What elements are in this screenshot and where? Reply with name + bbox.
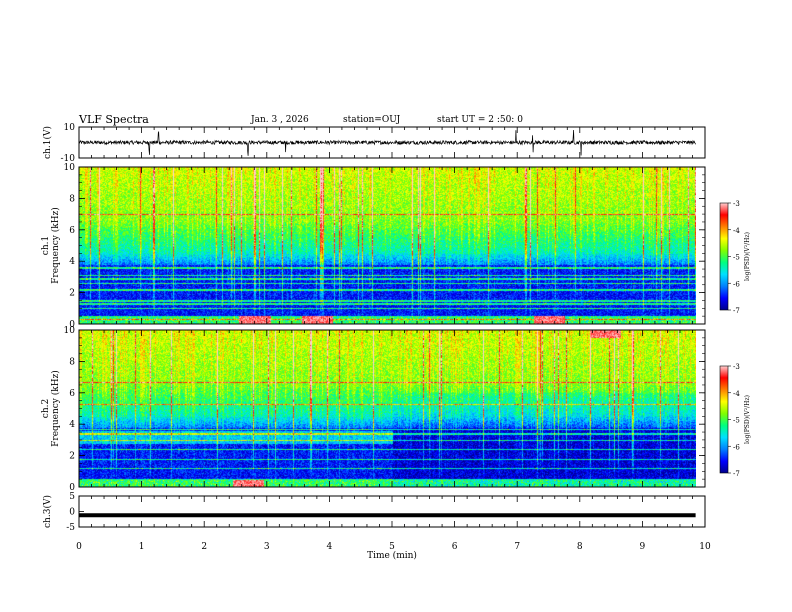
ch1-spectrogram-cbar-label: log(PSD)(V²/Hz) (744, 232, 751, 281)
ch1-spectrogram-cbar-tick-label: -5 (733, 254, 740, 262)
spectrogram-images (79, 167, 696, 487)
x-tick-label: 5 (389, 542, 395, 552)
ch1-waveform-ytick-label: -10 (61, 154, 76, 164)
ch2-spectrogram-cbar-tick-label: -4 (733, 390, 740, 398)
ch2-spectrogram-ytick-label: 8 (69, 357, 75, 367)
ch2-spectrogram-cbar-tick-label: -3 (733, 363, 740, 371)
x-tick-label: 4 (327, 542, 333, 552)
ch1-spectrogram-ylabel: ch.1 Frequency (kHz) (41, 207, 61, 284)
ch1-spectrogram-colorbar (719, 202, 729, 311)
ch1-spectrogram-cbar-tick-label: -6 (733, 280, 740, 288)
x-axis-label: Time (min) (367, 550, 417, 561)
x-tick-label: 3 (264, 542, 270, 552)
x-tick-label: 1 (139, 542, 145, 552)
ch3-waveform-ytick-label: 5 (69, 492, 75, 502)
ch1-spectrogram-ytick-label: 10 (64, 163, 76, 173)
waveform-traces (78, 129, 696, 518)
ch1-spectrogram-ytick-label: 6 (69, 226, 75, 236)
ch2-spectrogram-ytick-label: 2 (69, 452, 75, 462)
start-time-label: start UT = 2 :50: 0 (437, 115, 523, 125)
ch1-waveform-ytick-label: 10 (64, 123, 76, 133)
ch1-spectrogram-ytick-label: 2 (69, 289, 75, 299)
ch2-spectrogram-ytick-label: 6 (69, 389, 75, 399)
ch3-waveform-ytick-label: 0 (69, 508, 75, 518)
x-tick-label: 0 (76, 542, 82, 552)
figure-title: VLF Spectra (79, 113, 149, 126)
ch2-spectrogram-cbar-tick-label: -5 (733, 417, 740, 425)
ch3-waveform-ytick-label: -5 (66, 523, 75, 533)
ch2-spectrogram-ylabel-line: ch.2 (41, 399, 51, 418)
ch2-spectrogram-cbar-tick-label: -6 (733, 443, 740, 451)
ch1-spectrogram-ytick-label: 8 (69, 194, 75, 204)
ch1-spectrogram-image (79, 167, 696, 324)
ch1-spectrogram-ylabel-line: Frequency (kHz) (50, 207, 61, 284)
ch1-waveform-ylabel: ch.1(V) (42, 126, 53, 159)
ch3-waveform-ylabel: ch.3(V) (42, 495, 53, 528)
ch1-spectrogram-cbar-tick-label: -7 (733, 307, 740, 315)
x-tick-label: 6 (452, 542, 458, 552)
ch2-spectrogram-ylabel: ch.2 Frequency (kHz) (41, 370, 61, 447)
ch2-spectrogram-ytick-label: 0 (69, 483, 75, 493)
x-tick-label: 2 (201, 542, 207, 552)
ch1-spectrogram-cbar-tick-label: -3 (733, 200, 740, 208)
x-tick-label: 7 (514, 542, 520, 552)
ch2-spectrogram-cbar-label: log(PSD)(V²/Hz) (744, 395, 751, 444)
ch2-spectrogram-colorbar (719, 365, 729, 474)
x-tick-label: 8 (577, 542, 583, 552)
x-tick-label: 10 (699, 542, 711, 552)
ch1-spectrogram-ytick-label: 4 (69, 257, 75, 267)
ch1-spectrogram-ytick-label: 0 (69, 320, 75, 330)
ch2-spectrogram-ytick-label: 4 (69, 420, 75, 430)
ch1-spectrogram-cbar-tick-label: -4 (733, 227, 740, 235)
ch1-spectrogram-ylabel-line: ch.1 (41, 236, 51, 255)
ch2-spectrogram-ytick-label: 10 (64, 326, 76, 336)
ch2-spectrogram-ylabel-line: Frequency (kHz) (50, 370, 61, 447)
ch1-waveform-trace (78, 129, 696, 156)
ch2-spectrogram-image (79, 330, 696, 487)
x-tick-label: 9 (640, 542, 646, 552)
ch2-spectrogram-cbar-tick-label: -7 (733, 470, 740, 478)
date-label: Jan. 3 , 2026 (251, 115, 309, 125)
station-label: station=OUJ (343, 115, 401, 125)
